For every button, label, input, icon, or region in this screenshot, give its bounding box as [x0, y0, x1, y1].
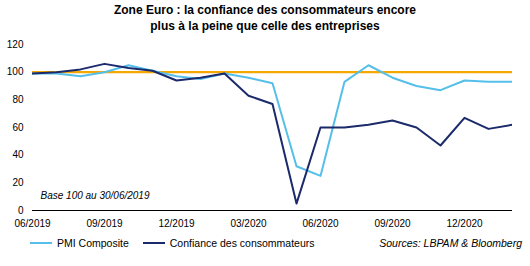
svg-text:20: 20 — [12, 177, 24, 188]
svg-text:Base 100 au 30/06/2019: Base 100 au 30/06/2019 — [41, 190, 150, 201]
svg-text:120: 120 — [7, 39, 24, 50]
svg-text:09/2020: 09/2020 — [374, 218, 411, 229]
svg-text:06/2019: 06/2019 — [14, 218, 51, 229]
html-text:PMI Composite: PMI Composite — [57, 237, 129, 250]
svg-text:12/2020: 12/2020 — [446, 218, 483, 229]
html-text:Confiance des consommateurs: Confiance des consommateurs — [169, 237, 315, 250]
html-text:Sources: LBPAM & Bloomberg: Sources: LBPAM & Bloomberg — [379, 237, 522, 250]
svg-text:09/2019: 09/2019 — [86, 218, 123, 229]
svg-text:80: 80 — [12, 94, 24, 105]
svg-text:03/2020: 03/2020 — [230, 218, 267, 229]
svg-text:12/2019: 12/2019 — [158, 218, 195, 229]
svg-text:06/2020: 06/2020 — [302, 218, 339, 229]
svg-text:100: 100 — [7, 67, 24, 78]
svg-text:0: 0 — [18, 205, 24, 216]
svg-text:40: 40 — [12, 150, 24, 161]
html-text:Zone Euro : la confiance des c: Zone Euro : la confiance des consommateu… — [114, 3, 416, 33]
svg-text:60: 60 — [12, 122, 24, 133]
